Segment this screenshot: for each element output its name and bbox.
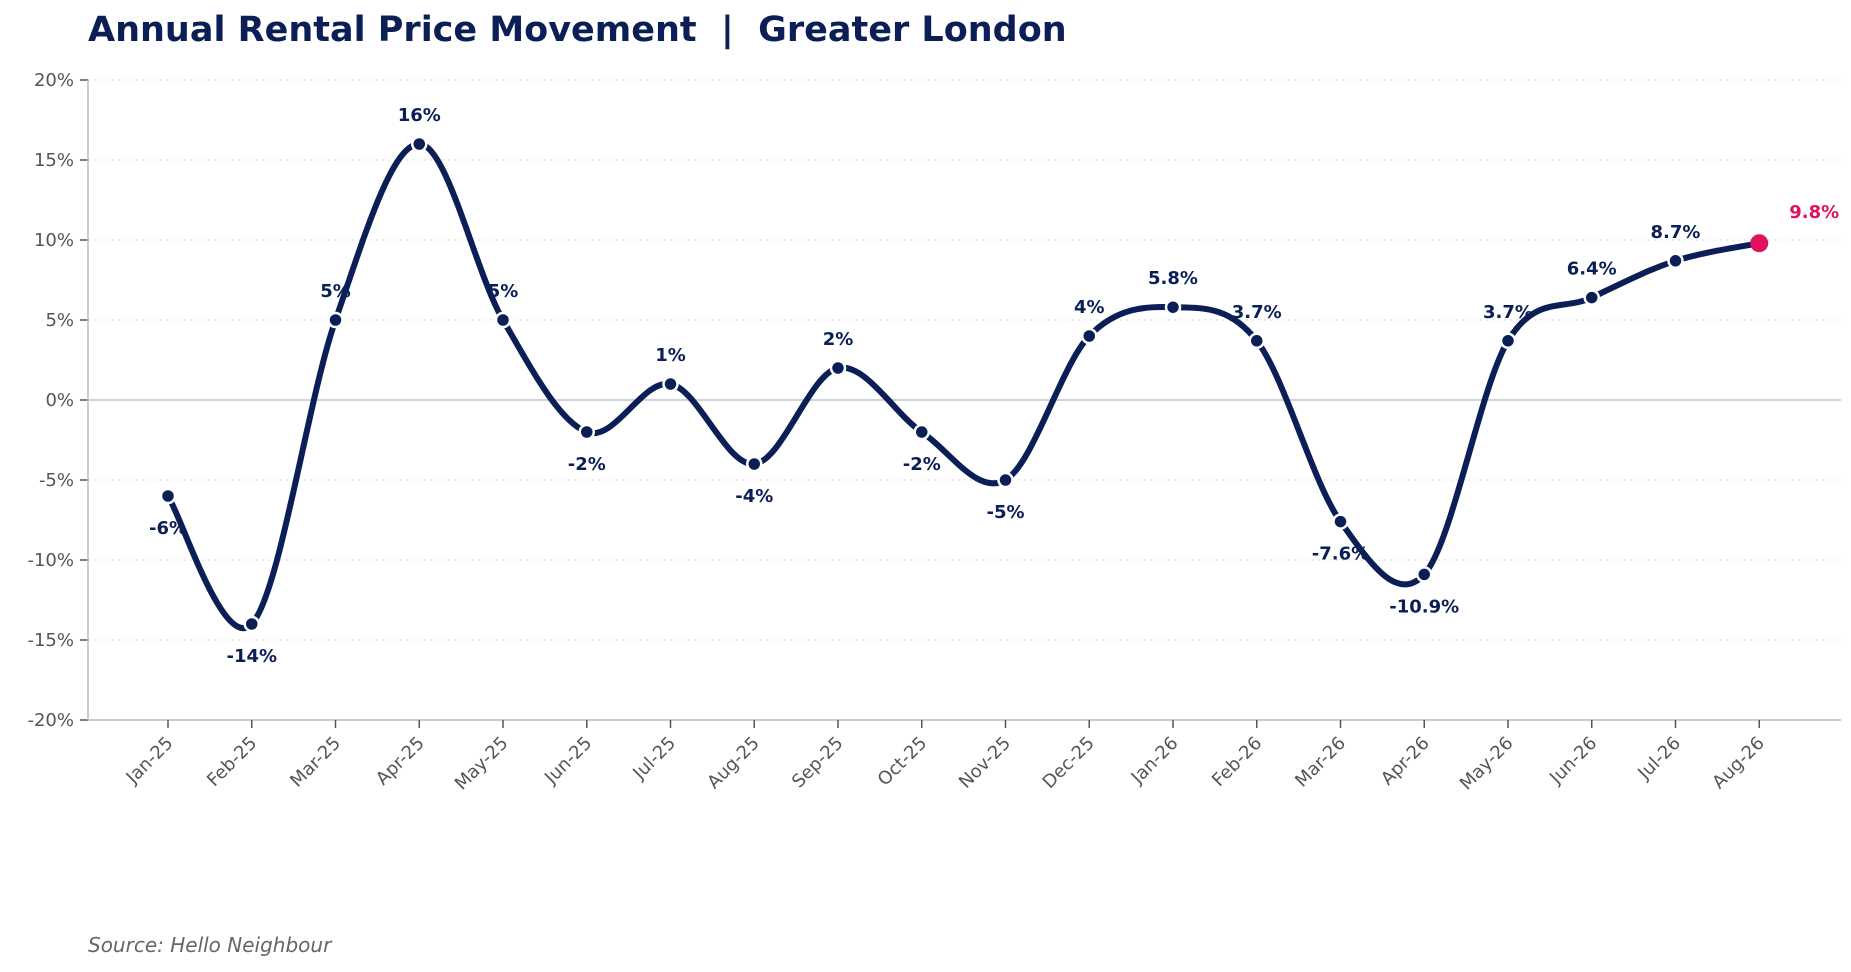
y-tick-label: 10%: [34, 230, 74, 251]
x-tick-label: Jan-25: [122, 733, 178, 789]
y-tick-label: 5%: [45, 310, 74, 331]
x-tick-label: Aug-25: [703, 733, 763, 793]
data-point: [1164, 298, 1182, 316]
x-tick-label: May-25: [451, 733, 513, 795]
data-point: [243, 615, 260, 633]
source-note: Source: Hello Neighbour: [88, 933, 332, 957]
data-point: [159, 487, 177, 505]
data-point: [662, 375, 679, 393]
x-tick-label: Nov-25: [955, 733, 1015, 793]
x-tick-label: Jun-25: [540, 733, 596, 789]
highlight-point: [1750, 234, 1769, 253]
x-tick-label: Mar-26: [1291, 733, 1350, 792]
data-point: [1667, 252, 1684, 270]
data-point: [746, 455, 763, 473]
data-label: 9.8%: [1789, 202, 1839, 223]
x-tick-label: May-26: [1456, 733, 1518, 795]
data-point: [1248, 332, 1265, 350]
x-tick-label: Jul-26: [1633, 733, 1685, 785]
data-point: [913, 423, 930, 441]
data-point: [1081, 327, 1098, 345]
data-label: 5%: [488, 281, 519, 302]
data-label: -2%: [568, 454, 606, 475]
data-label: -5%: [986, 502, 1024, 523]
data-label: -7.6%: [1312, 544, 1369, 565]
data-label: 3.7%: [1483, 302, 1533, 323]
data-point: [494, 311, 512, 329]
x-tick-label: Mar-25: [286, 733, 345, 792]
y-tick-label: -20%: [27, 710, 74, 731]
data-point: [1416, 566, 1433, 583]
x-tick-label: Jun-26: [1545, 733, 1601, 789]
y-tick-label: 0%: [45, 390, 74, 411]
data-label: 2%: [823, 329, 854, 350]
data-label: 8.7%: [1651, 222, 1701, 243]
data-label: 4%: [1074, 297, 1105, 318]
data-label: 1%: [655, 345, 686, 366]
data-point: [1583, 289, 1600, 306]
chart-title: Annual Rental Price Movement | Greater L…: [88, 10, 1067, 50]
y-tick-label: -10%: [27, 550, 74, 571]
data-label: -2%: [903, 454, 941, 475]
data-label: -14%: [226, 646, 277, 667]
x-tick-label: Jan-26: [1127, 733, 1183, 789]
data-point: [1332, 513, 1349, 530]
data-label: 6.4%: [1567, 259, 1617, 280]
data-point: [327, 311, 344, 329]
series-line: [165, 141, 1763, 631]
x-tick-label: Oct-25: [874, 733, 932, 791]
x-tick-label: Jul-25: [628, 733, 680, 785]
data-label: 16%: [398, 105, 441, 126]
data-label: 5%: [320, 281, 351, 302]
data-label: -6%: [149, 518, 187, 539]
data-point: [578, 423, 595, 441]
y-tick-label: -15%: [27, 630, 74, 651]
data-point: [829, 359, 847, 377]
data-point: [997, 471, 1014, 489]
x-tick-label: Aug-26: [1708, 733, 1768, 793]
data-label: 5.8%: [1148, 268, 1198, 289]
x-tick-label: Apr-25: [372, 733, 429, 790]
y-tick-label: 20%: [34, 70, 74, 91]
data-point: [1499, 332, 1517, 350]
x-tick-label: Apr-26: [1377, 733, 1434, 790]
x-tick-label: Sep-25: [788, 733, 848, 793]
data-label: 3.7%: [1232, 302, 1282, 323]
data-label: -4%: [735, 486, 773, 507]
data-point: [411, 135, 428, 153]
x-tick-label: Dec-25: [1039, 733, 1099, 793]
x-tick-label: Feb-25: [203, 733, 261, 791]
y-tick-label: 15%: [34, 150, 74, 171]
x-tick-label: Feb-26: [1208, 733, 1266, 791]
data-label: -10.9%: [1389, 596, 1459, 617]
y-tick-label: -5%: [39, 470, 74, 491]
